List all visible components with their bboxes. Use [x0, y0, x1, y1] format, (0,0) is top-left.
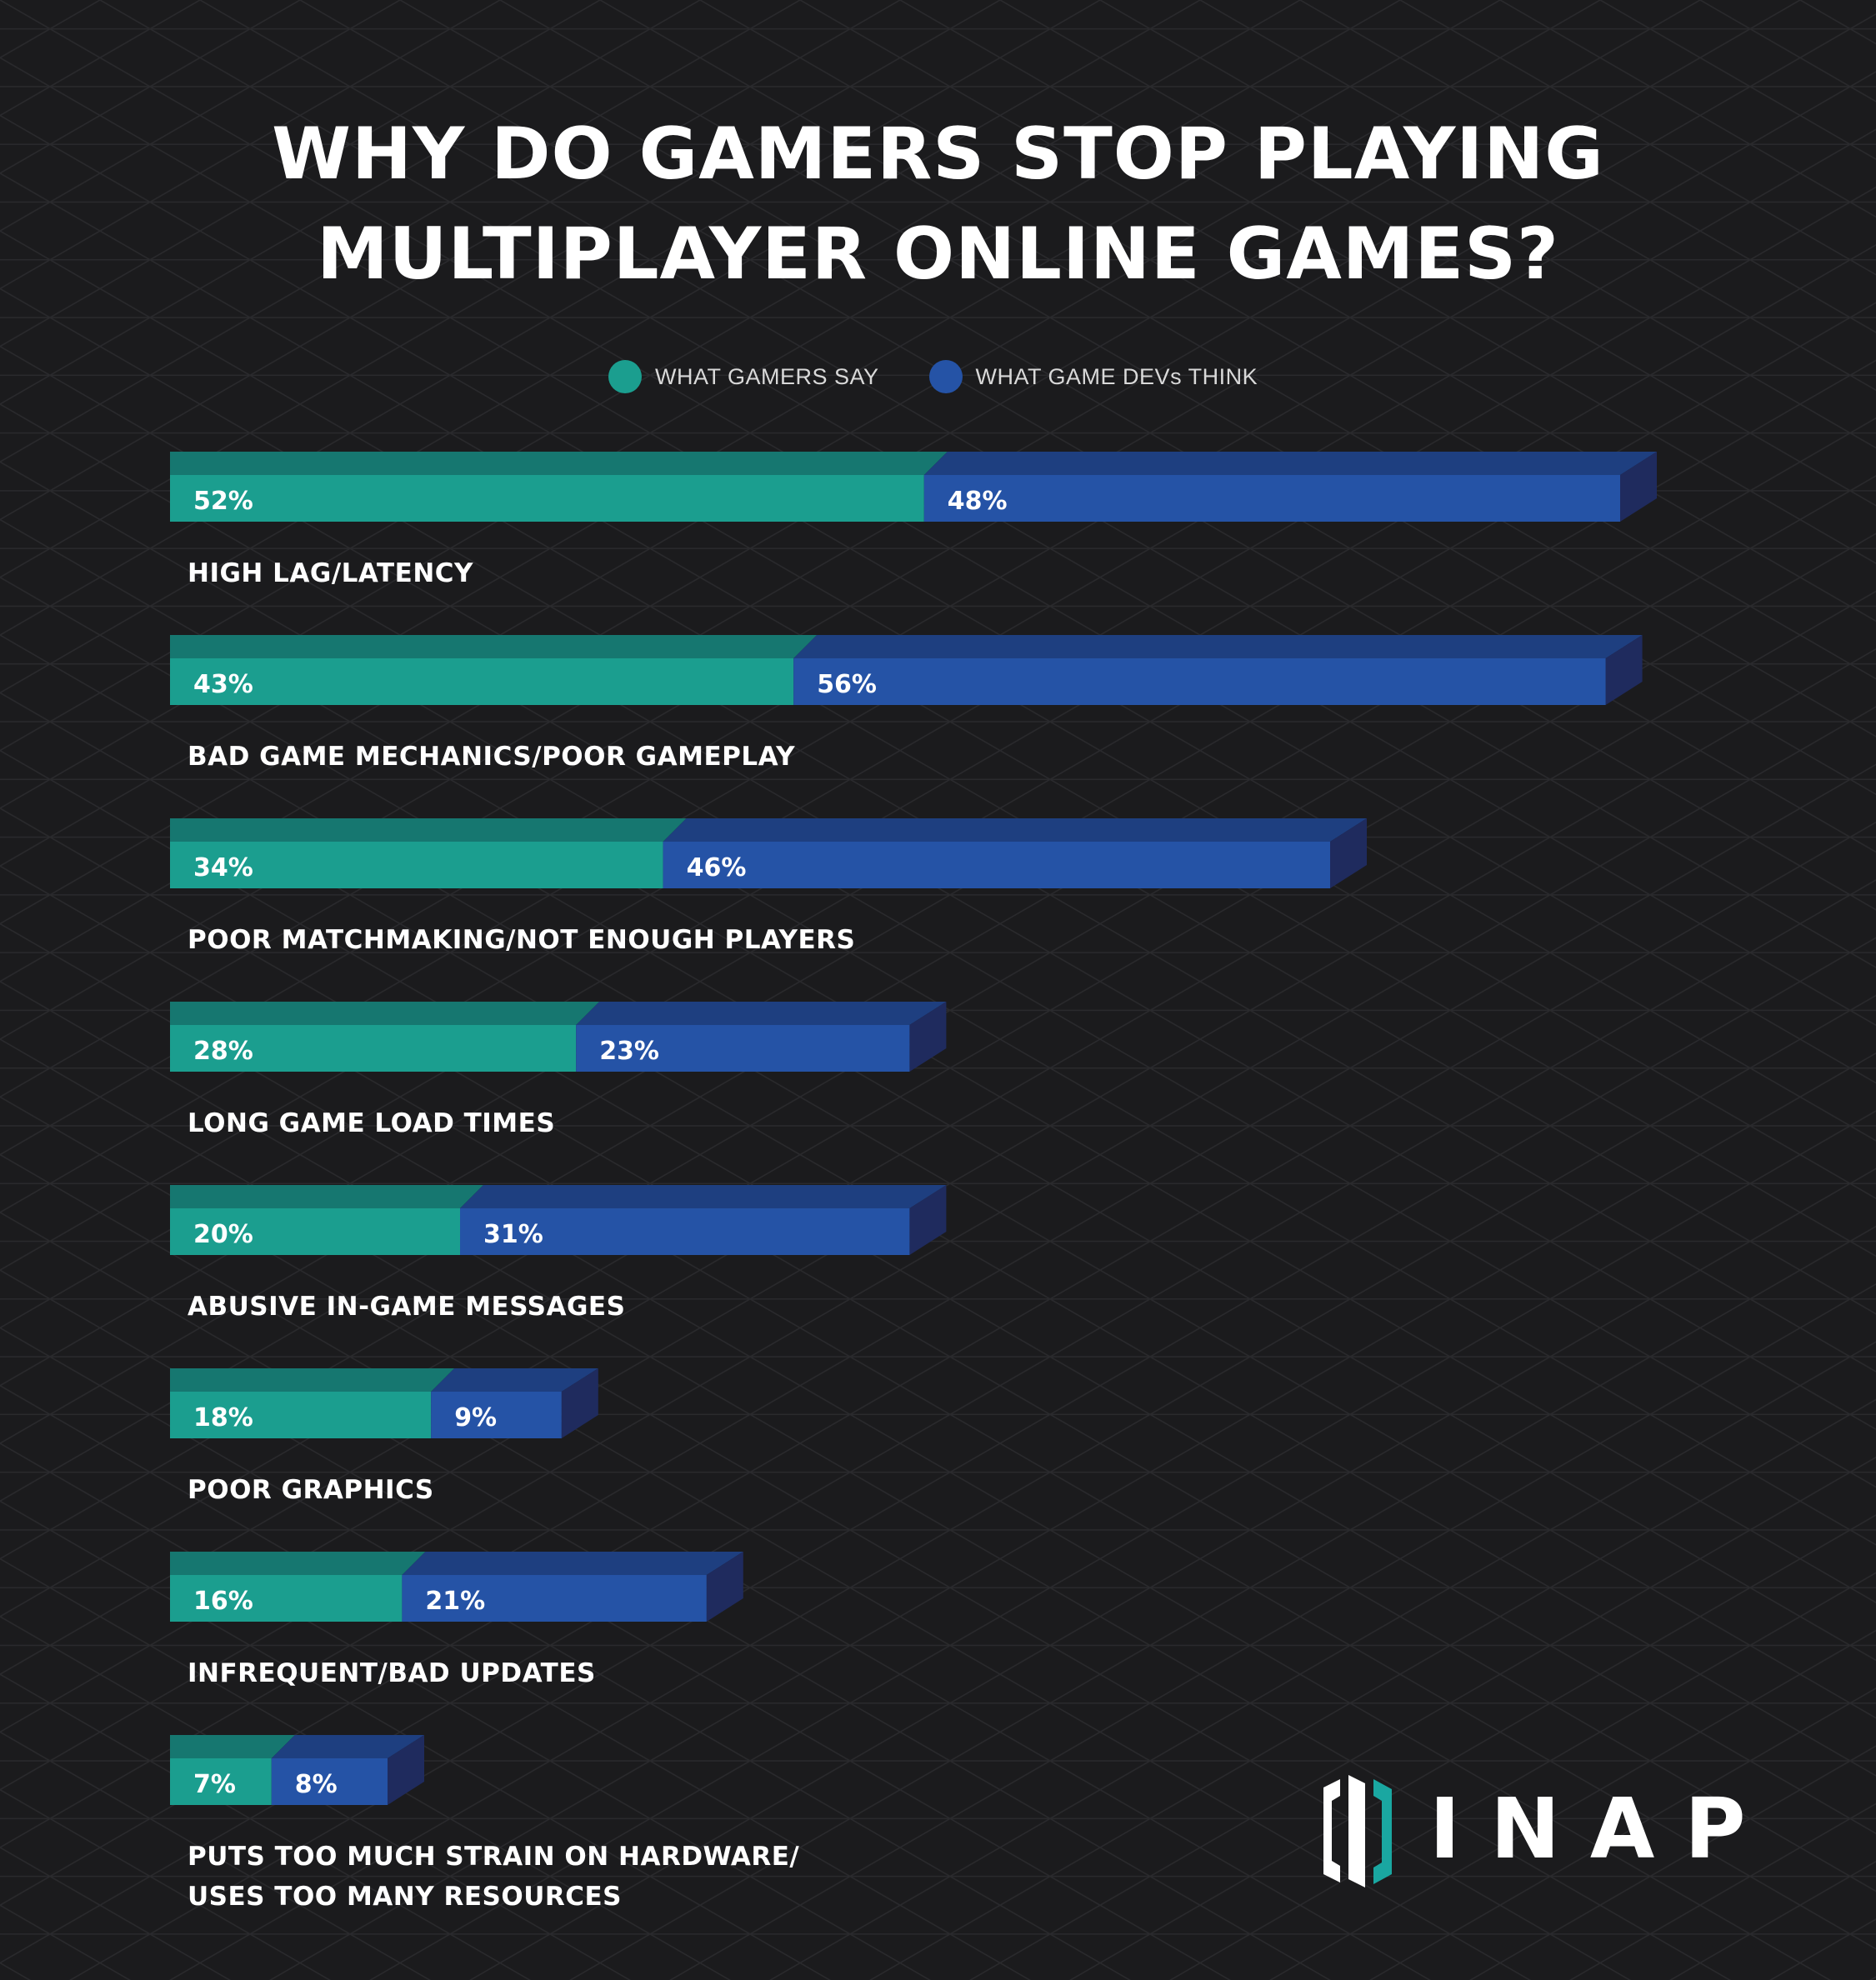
- category-label: INFREQUENT/BAD UPDATES: [188, 1658, 596, 1688]
- bar-top-devs: [460, 1185, 947, 1208]
- bar-devs: [576, 1025, 910, 1072]
- bar-gamers: [170, 1392, 432, 1438]
- bar-side: [561, 1368, 598, 1438]
- bar-side: [1620, 452, 1657, 522]
- bar-value-gamers: 43%: [193, 670, 253, 699]
- bar-gamers: [170, 1758, 272, 1805]
- bar-side: [909, 1185, 947, 1255]
- bar-value-gamers: 7%: [193, 1770, 236, 1799]
- bar-value-devs: 8%: [295, 1770, 338, 1799]
- bar-top-gamers: [170, 818, 687, 842]
- inap-logo-text: INAP: [1429, 1780, 1776, 1878]
- bar-value-devs: 23%: [599, 1037, 659, 1066]
- bar-top-gamers: [170, 1002, 600, 1025]
- legend-label-gamers: WHAT GAMERS SAY: [655, 363, 879, 389]
- bar-gamers: [170, 1575, 403, 1622]
- category-label: ABUSIVE IN-GAME MESSAGES: [188, 1292, 625, 1322]
- category-label: PUTS TOO MUCH STRAIN ON HARDWARE/: [188, 1842, 799, 1872]
- bar-top-devs: [923, 452, 1657, 475]
- chart-title-line-2: MULTIPLAYER ONLINE GAMES?: [317, 212, 1559, 296]
- bar-value-gamers: 18%: [193, 1403, 253, 1432]
- bar-devs: [431, 1392, 562, 1438]
- legend-swatch-gamers: [608, 360, 642, 393]
- bar-top-gamers: [170, 1368, 455, 1392]
- category-label: POOR MATCHMAKING/NOT ENOUGH PLAYERS: [188, 925, 855, 955]
- bar-value-devs: 46%: [687, 853, 747, 882]
- inap-logo-icon: [1323, 1775, 1392, 1888]
- category-label: BAD GAME MECHANICS/POOR GAMEPLAY: [188, 742, 795, 772]
- bar-devs: [923, 475, 1620, 522]
- bar-value-gamers: 28%: [193, 1037, 253, 1066]
- bar-gamers: [170, 1025, 577, 1072]
- legend-item-devs: WHAT GAME DEVs THINK: [928, 360, 1258, 393]
- bar-gamers: [170, 475, 924, 522]
- bar-gamers: [170, 842, 663, 888]
- bar-devs: [663, 842, 1330, 888]
- chart-title-line-1: WHY DO GAMERS STOP PLAYING: [272, 112, 1604, 196]
- bar-top-gamers: [170, 635, 818, 658]
- inap-logo: INAP: [1300, 1771, 1746, 1892]
- bar-devs: [793, 658, 1606, 705]
- legend: WHAT GAMERS SAY WHAT GAME DEVs THINK: [608, 358, 1308, 395]
- legend-item-gamers: WHAT GAMERS SAY: [608, 360, 879, 393]
- bar-top-gamers: [170, 1552, 426, 1575]
- legend-label-devs: WHAT GAME DEVs THINK: [975, 363, 1258, 389]
- legend-swatch-devs: [928, 360, 963, 393]
- bar-side: [909, 1002, 947, 1072]
- bar-value-devs: 21%: [425, 1587, 485, 1616]
- bar-value-devs: 48%: [948, 487, 1008, 516]
- bar-value-gamers: 52%: [193, 487, 253, 516]
- bar-top-devs: [431, 1368, 598, 1392]
- bar-value-devs: 56%: [817, 670, 877, 699]
- bar-value-devs: 9%: [454, 1403, 497, 1432]
- category-label: LONG GAME LOAD TIMES: [188, 1108, 555, 1138]
- bar-devs: [402, 1575, 707, 1622]
- bar-side: [1605, 635, 1643, 705]
- bar-devs: [271, 1758, 388, 1805]
- bar-top-devs: [663, 818, 1367, 842]
- category-label: HIGH LAG/LATENCY: [188, 558, 473, 588]
- category-label: USES TOO MANY RESOURCES: [188, 1882, 622, 1912]
- bar-side: [1330, 818, 1367, 888]
- bar-top-devs: [402, 1552, 743, 1575]
- bar-top-devs: [576, 1002, 947, 1025]
- bar-side: [388, 1735, 424, 1805]
- bar-value-gamers: 16%: [193, 1587, 253, 1616]
- bar-value-gamers: 34%: [193, 853, 253, 882]
- bar-value-gamers: 20%: [193, 1220, 253, 1249]
- bar-top-gamers: [170, 1185, 483, 1208]
- bar-gamers: [170, 1208, 460, 1255]
- bar-side: [706, 1552, 743, 1622]
- category-label: POOR GRAPHICS: [188, 1475, 434, 1505]
- bar-top-devs: [793, 635, 1643, 658]
- bar-top-devs: [271, 1735, 424, 1758]
- bar-value-devs: 31%: [483, 1220, 543, 1249]
- bar-top-gamers: [170, 1735, 295, 1758]
- bar-devs: [460, 1208, 910, 1255]
- bar-top-gamers: [170, 452, 948, 475]
- bar-gamers: [170, 658, 794, 705]
